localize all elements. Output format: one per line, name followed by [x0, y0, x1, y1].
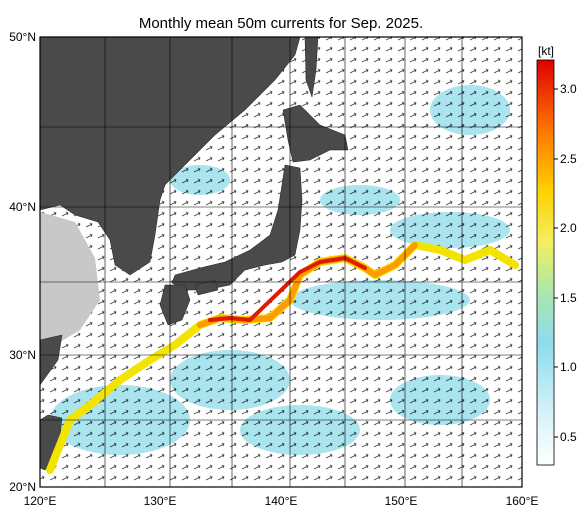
- map-frame: [39, 36, 523, 488]
- colorbar-ticks: [554, 88, 558, 438]
- colorbar-tick-label: 2.5: [560, 152, 577, 166]
- lon-label: 150°E: [385, 494, 418, 508]
- title: Monthly mean 50m currents for Sep. 2025.: [139, 15, 423, 32]
- colorbar-tick-label: 3.0: [560, 82, 577, 96]
- lat-label: 30°N: [9, 348, 36, 362]
- lat-label: 20°N: [9, 480, 36, 494]
- lat-label: 40°N: [9, 200, 36, 214]
- lon-label: 140°E: [265, 494, 298, 508]
- map-area: [40, 37, 522, 487]
- graticule: [40, 37, 522, 487]
- colorbar-unit: [kt]: [538, 44, 554, 58]
- colorbar-tick-label: 1.5: [560, 291, 577, 305]
- colorbar: [536, 59, 555, 466]
- lat-label: 50°N: [9, 30, 36, 44]
- lon-label: 130°E: [144, 494, 177, 508]
- lon-label: 120°E: [24, 494, 57, 508]
- shallow-land: [40, 212, 100, 342]
- colorbar-tick-label: 0.5: [560, 430, 577, 444]
- lon-label: 160°E: [506, 494, 539, 508]
- colorbar-tick-label: 1.0: [560, 360, 577, 374]
- colorbar-tick-label: 2.0: [560, 221, 577, 235]
